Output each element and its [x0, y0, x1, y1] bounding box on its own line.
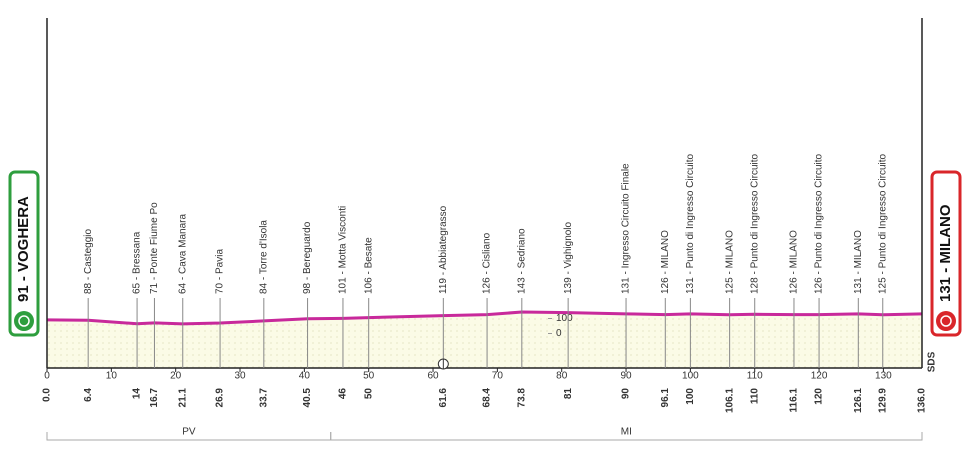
km-label: 68.4 [482, 388, 493, 408]
waypoint-label: 65 - Bressana [132, 231, 143, 294]
place-icon [936, 311, 956, 331]
x-tick-label: 70 [492, 371, 504, 382]
waypoint-label: 126 - Cisliano [482, 232, 493, 294]
km-label: 21.1 [177, 388, 188, 408]
km-label: 126.1 [853, 388, 864, 413]
profile-area [47, 312, 922, 368]
km-label: 40.5 [302, 388, 313, 408]
place-icon-inner [18, 315, 30, 327]
km-label: 120 [814, 388, 825, 405]
waypoint-label: 131 - Punto di Ingresso Circuito [685, 153, 696, 294]
place-box [8, 170, 40, 337]
x-tick-label: 110 [747, 371, 763, 382]
km-label: 73.8 [516, 388, 527, 408]
km-label: 26.9 [215, 388, 226, 408]
km-label: 33.7 [258, 388, 269, 408]
waypoint-label: 125 - Punto di Ingresso Circuito [877, 153, 888, 294]
x-tick-label: 20 [170, 371, 182, 382]
waypoint-label: 139 - Vighignolo [563, 221, 574, 294]
km-label: 16.7 [149, 388, 160, 408]
place-icon-inner [940, 315, 952, 327]
km-label: 61.6 [438, 388, 449, 408]
waypoint-label: 98 - Bereguardo [302, 221, 313, 294]
km-label: 100 [685, 388, 696, 405]
x-tick-label: 10 [106, 371, 118, 382]
waypoint-label: 106 - Besate [363, 237, 374, 294]
waypoint-label: 70 - Pavia [215, 249, 226, 294]
region-label: PV [182, 427, 196, 438]
place-label: 91 - VOGHERA [15, 196, 32, 302]
x-tick-label: 80 [556, 371, 568, 382]
km-label: 81 [563, 388, 574, 400]
logo: SDS [927, 351, 938, 372]
waypoint-label: 88 - Casteggio [83, 229, 94, 294]
km-label: 129.9 [877, 388, 888, 413]
km-label: 90 [621, 388, 632, 400]
x-tick-label: 30 [234, 371, 246, 382]
km-label: 0.0 [42, 388, 53, 402]
x-tick-label: 100 [682, 371, 699, 382]
waypoint-label: 84 - Torre d'Isola [258, 220, 269, 294]
km-label: 116.1 [789, 388, 800, 413]
waypoint-label: 101 - Motta Visconti [338, 206, 349, 294]
waypoint-label: 64 - Cava Manara [177, 214, 188, 294]
waypoint-label: 71 - Ponte Fiume Po [149, 202, 160, 294]
x-tick-label: 0 [44, 371, 50, 382]
km-label: 106.1 [724, 388, 735, 413]
x-tick-label: 130 [875, 371, 892, 382]
place-label: 131 - MILANO [937, 204, 954, 302]
waypoint-label: 119 - Abbiategrasso [438, 205, 449, 294]
x-tick-label: 50 [363, 371, 375, 382]
km-label: 50 [363, 388, 374, 400]
place-icon [14, 311, 34, 331]
profile-line [46, 310, 923, 326]
waypoint-label: 128 - Punto di Ingresso Circuito [749, 153, 760, 294]
y-tick-label: 0 [556, 328, 562, 339]
km-label: 14 [132, 388, 143, 400]
waypoint-label: 126 - MILANO [789, 230, 800, 294]
region-label: MI [621, 427, 632, 438]
x-tick-label: 120 [811, 371, 828, 382]
x-tick-label: 60 [427, 371, 439, 382]
waypoint-label: 125 - MILANO [724, 230, 735, 294]
waypoint-label: 131 - MILANO [853, 230, 864, 294]
km-label: 6.4 [83, 388, 94, 402]
region-bracket [330, 432, 923, 441]
x-tick-label: 90 [620, 371, 632, 382]
x-tick-label: 40 [299, 371, 311, 382]
km-label: 46 [338, 388, 349, 400]
waypoint-label: 126 - Punto di Ingresso Circuito [814, 153, 825, 294]
y-tick-label: 100 [556, 313, 573, 324]
waypoint-label: 131 - Ingresso Circuito Finale [621, 163, 632, 294]
km-label: 136.0 [917, 388, 928, 413]
km-label: 96.1 [660, 388, 671, 408]
waypoint-label: 143 - Sedriano [516, 228, 527, 294]
waypoint-label: 126 - MILANO [660, 230, 671, 294]
km-label: 110 [749, 388, 760, 405]
place-box [930, 170, 962, 337]
